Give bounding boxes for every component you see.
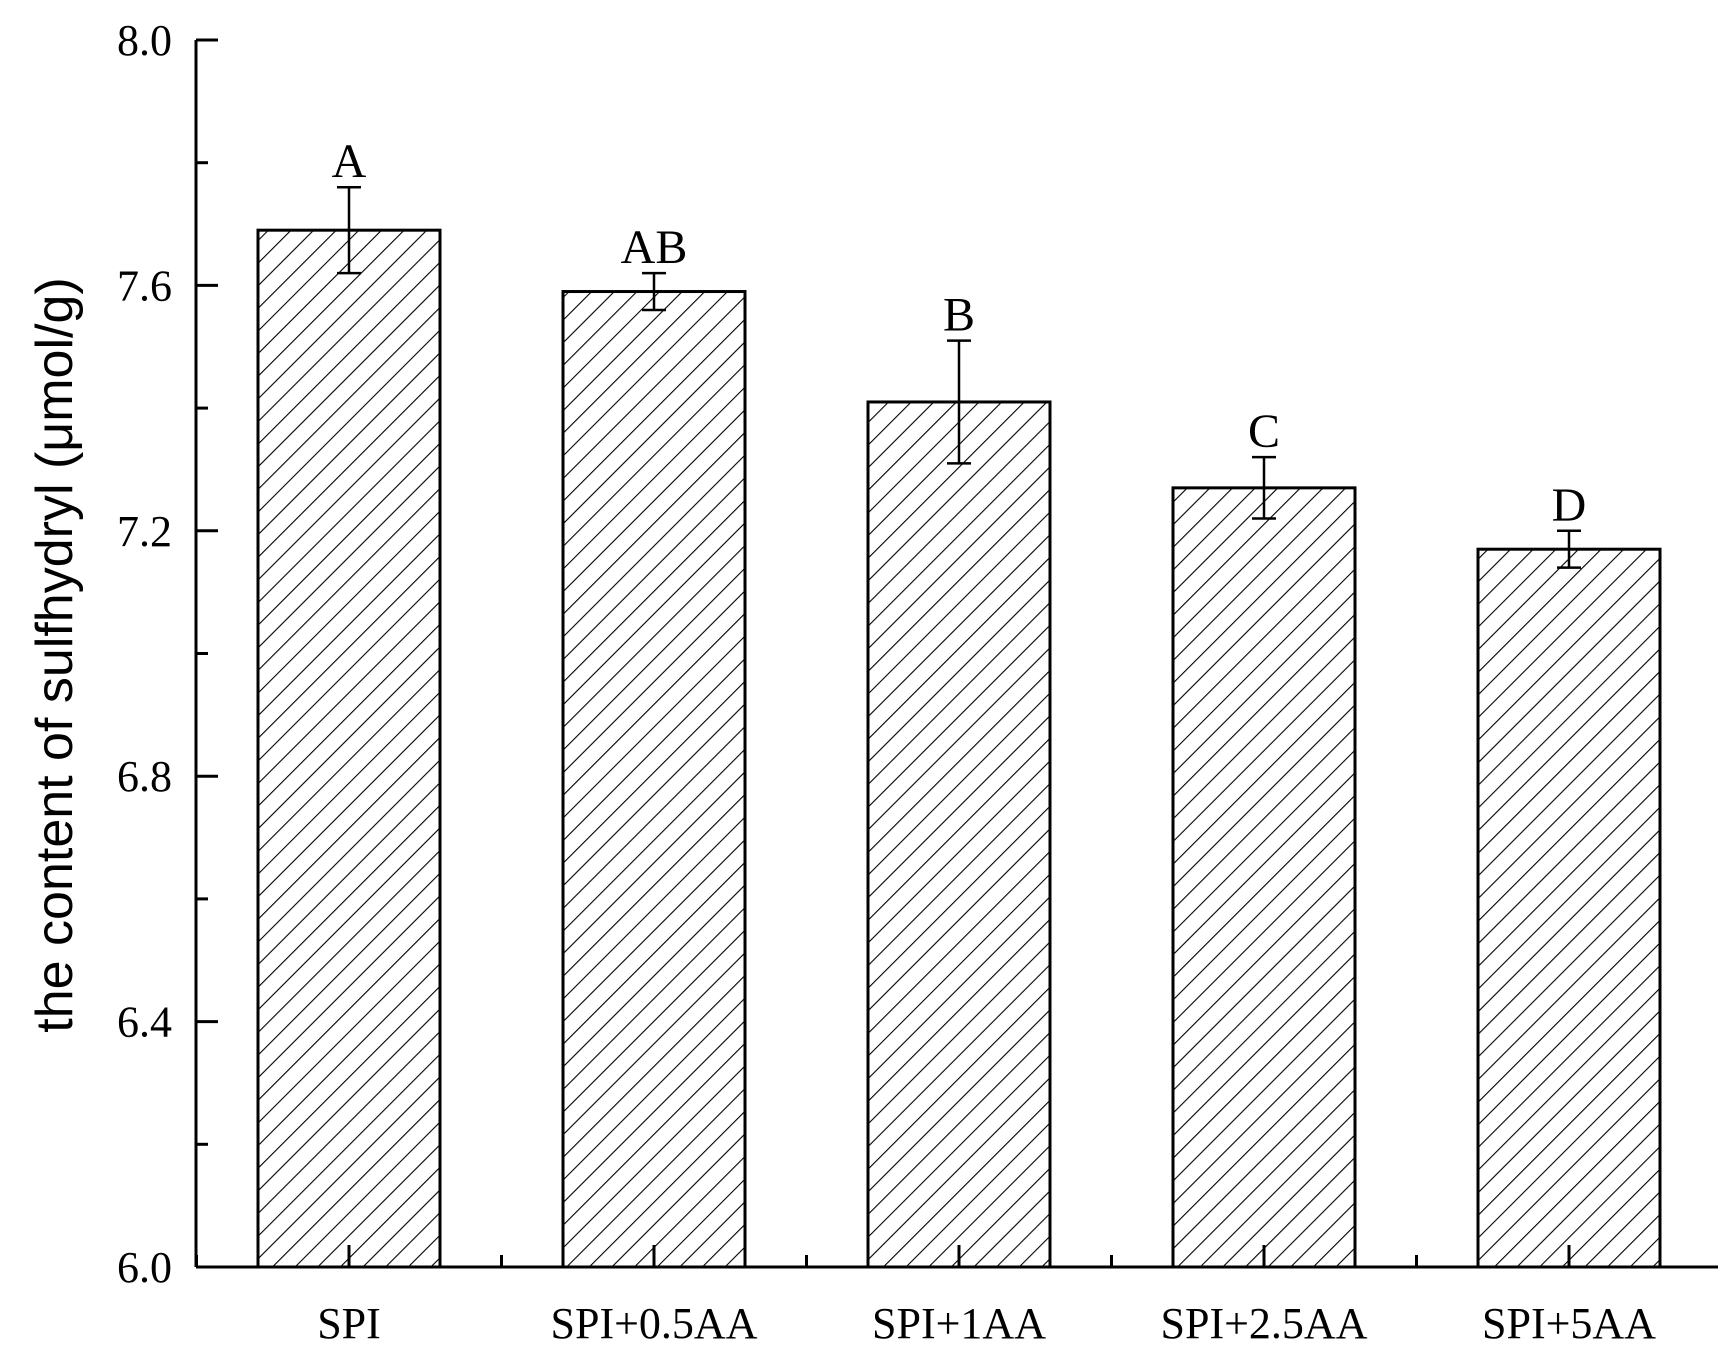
x-tick-label-0: SPI	[317, 1299, 381, 1348]
y-tick-label: 7.2	[117, 507, 172, 556]
bar-3	[1171, 486, 1357, 1269]
error-bar-0	[337, 185, 361, 275]
error-bar-4	[1557, 529, 1581, 569]
y-tick-label: 6.4	[117, 998, 172, 1047]
x-tick-label-1: SPI+0.5AA	[551, 1299, 758, 1348]
x-tick-label-3: SPI+2.5AA	[1161, 1299, 1368, 1348]
error-bar-3	[1252, 455, 1276, 520]
y-axis-title: the content of sulfhydryl (μmol/g)	[26, 277, 84, 1032]
bar-1	[561, 290, 747, 1269]
significance-label-2: B	[943, 289, 975, 342]
x-ticks-layer: SPI SPI+0.5AA SPI+1AA SPI+2.5AA SPI+5AA	[195, 1245, 1656, 1348]
y-ticks-layer: 6.0 6.4 6.8 7.2 7.6 8.0	[117, 16, 218, 1292]
bar-4	[1476, 547, 1662, 1269]
y-tick-label: 8.0	[117, 16, 172, 65]
significance-labels-layer: A AB B C D	[332, 135, 1587, 532]
significance-label-4: D	[1552, 479, 1587, 532]
error-bar-2	[947, 339, 971, 465]
error-bars-layer	[337, 185, 1581, 569]
bar-0	[256, 228, 442, 1269]
y-tick-label: 7.6	[117, 261, 172, 310]
significance-label-1: AB	[621, 221, 688, 274]
x-tick-label-2: SPI+1AA	[872, 1299, 1046, 1348]
bar-2	[866, 400, 1052, 1269]
y-axis-title-group: the content of sulfhydryl (μmol/g)	[26, 277, 84, 1032]
x-tick-label-4: SPI+5AA	[1482, 1299, 1656, 1348]
significance-label-3: C	[1248, 405, 1280, 458]
y-tick-label: 6.0	[117, 1243, 172, 1292]
error-bar-1	[642, 271, 666, 312]
y-tick-label: 6.8	[117, 752, 172, 801]
significance-label-0: A	[332, 135, 367, 188]
